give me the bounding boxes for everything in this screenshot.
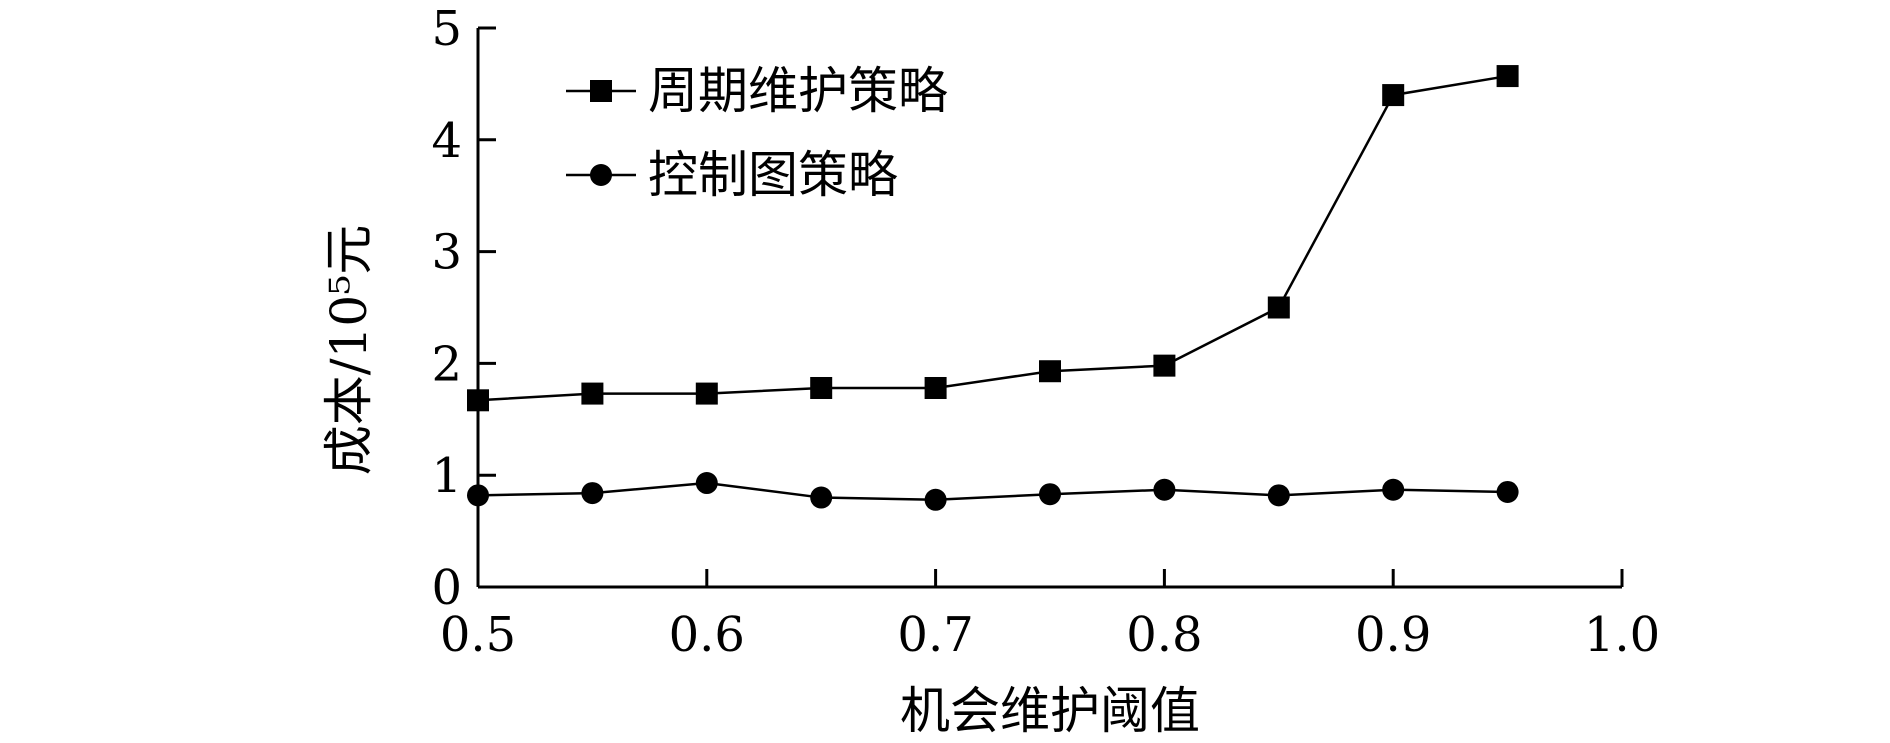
series-1 (467, 65, 1519, 412)
data-point-circle (924, 488, 947, 511)
data-point-circle (1496, 480, 1519, 503)
x-tick-label: 0.8 (1126, 607, 1202, 663)
data-point-square (1153, 354, 1176, 377)
legend-item: 控制图策略 (566, 146, 898, 204)
data-point-square (810, 376, 833, 399)
data-point-square (924, 376, 947, 399)
legend-label: 控制图策略 (648, 146, 898, 204)
y-tick-label: 0 (431, 560, 462, 616)
data-point-circle (1039, 483, 1061, 506)
y-tick-label: 2 (431, 336, 462, 392)
data-point-square (581, 382, 604, 405)
data-point-circle (1267, 484, 1290, 507)
data-point-circle (467, 484, 489, 507)
series-2 (467, 472, 1519, 511)
data-point-circle (810, 486, 833, 509)
data-point-square (1496, 65, 1519, 88)
x-tick-label: 0.9 (1355, 607, 1431, 663)
legend-marker-square (590, 80, 612, 102)
data-point-square (695, 382, 718, 405)
data-point-square (1267, 296, 1290, 319)
series-line (477, 74, 1508, 402)
y-ticks: 0 1 2 3 4 5 (431, 1, 496, 616)
x-axis-title: 机会维护阈值 (900, 682, 1200, 740)
x-tick-label: 0.5 (440, 607, 516, 663)
series-layer (467, 65, 1519, 511)
x-tick-label: 0.7 (897, 607, 973, 663)
legend-item: 周期维护策略 (566, 62, 948, 120)
x-tick-label: 1.0 (1584, 607, 1660, 663)
y-tick-label: 4 (431, 113, 462, 169)
y-tick-label: 5 (431, 1, 462, 57)
data-point-square (467, 389, 489, 412)
legend-label: 周期维护策略 (648, 62, 948, 120)
y-tick-label: 3 (431, 225, 462, 281)
data-point-square (1039, 360, 1061, 383)
data-point-circle (695, 472, 718, 495)
x-ticks: 0.5 0.6 0.7 0.8 0.9 1.0 (440, 569, 1660, 663)
y-tick-label: 1 (431, 448, 462, 504)
data-point-circle (1153, 478, 1176, 501)
data-point-square (1382, 84, 1405, 107)
series-line (477, 481, 1508, 502)
x-tick-label: 0.6 (669, 607, 745, 663)
data-point-circle (1382, 478, 1405, 501)
y-axis-title: 成本/10⁵元 (320, 225, 378, 476)
data-point-circle (581, 482, 604, 505)
legend-marker-circle (590, 164, 612, 186)
